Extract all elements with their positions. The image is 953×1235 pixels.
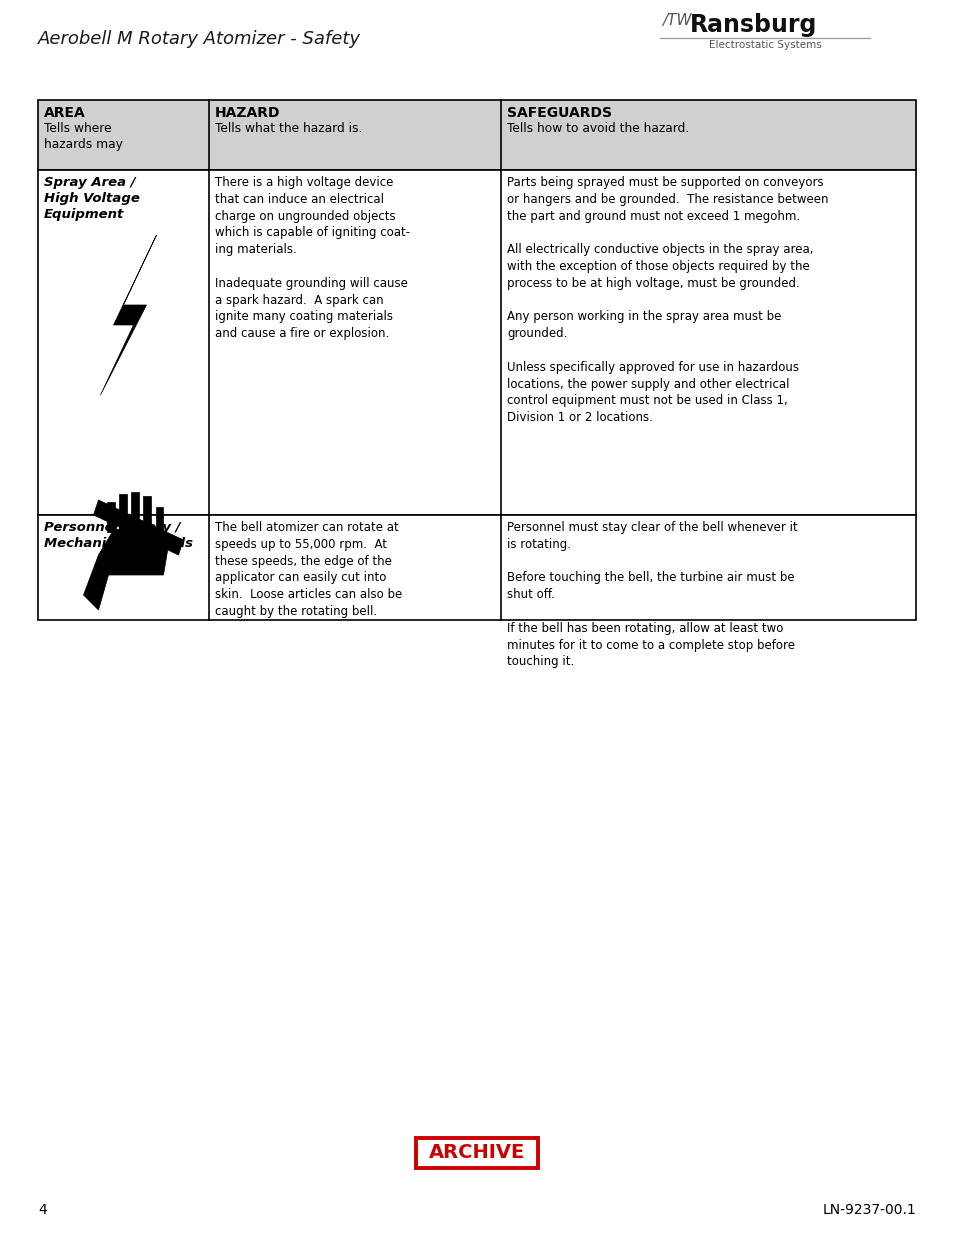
Text: Personnel Safety /: Personnel Safety / (44, 521, 180, 534)
Text: Parts being sprayed must be supported on conveyors
or hangers and be grounded.  : Parts being sprayed must be supported on… (506, 177, 827, 424)
Bar (38, 100, 915, 170)
Text: Tells where: Tells where (44, 122, 112, 135)
Text: Equipment: Equipment (44, 207, 124, 221)
Polygon shape (84, 555, 109, 610)
Text: Ransburg: Ransburg (689, 14, 817, 37)
Text: Personnel must stay clear of the bell whenever it
is rotating.

Before touching : Personnel must stay clear of the bell wh… (506, 521, 797, 668)
Text: hazards may: hazards may (44, 138, 123, 151)
Text: Tells how to avoid the hazard.: Tells how to avoid the hazard. (506, 122, 688, 135)
Bar (108, 501, 115, 532)
Text: ARCHIVE: ARCHIVE (429, 1144, 524, 1162)
Text: The bell atomizer can rotate at
speeds up to 55,000 rpm.  At
these speeds, the e: The bell atomizer can rotate at speeds u… (214, 521, 402, 618)
Text: Tells what the hazard is.: Tells what the hazard is. (214, 122, 362, 135)
Text: HAZARD: HAZARD (214, 106, 280, 120)
Bar (132, 492, 139, 532)
Text: Electrostatic Systems: Electrostatic Systems (708, 40, 821, 49)
Text: LN-9237-00.1: LN-9237-00.1 (821, 1203, 915, 1216)
Bar (38, 515, 915, 620)
Text: There is a high voltage device
that can induce an electrical
charge on ungrounde: There is a high voltage device that can … (214, 177, 410, 340)
Polygon shape (100, 235, 156, 395)
Bar (38, 170, 915, 515)
Bar (156, 508, 163, 532)
Text: High Voltage: High Voltage (44, 191, 140, 205)
Polygon shape (93, 500, 183, 555)
Polygon shape (98, 525, 169, 576)
Bar (416, 1137, 537, 1168)
Text: Spray Area /: Spray Area / (44, 177, 135, 189)
Bar (119, 494, 128, 532)
Text: Aerobell M Rotary Atomizer - Safety: Aerobell M Rotary Atomizer - Safety (38, 30, 360, 48)
Text: /TW: /TW (661, 14, 691, 28)
Text: SAFEGUARDS: SAFEGUARDS (506, 106, 612, 120)
Text: AREA: AREA (44, 106, 86, 120)
Text: Mechanical Hazards: Mechanical Hazards (44, 537, 193, 550)
Bar (143, 496, 152, 532)
Text: 4: 4 (38, 1203, 47, 1216)
